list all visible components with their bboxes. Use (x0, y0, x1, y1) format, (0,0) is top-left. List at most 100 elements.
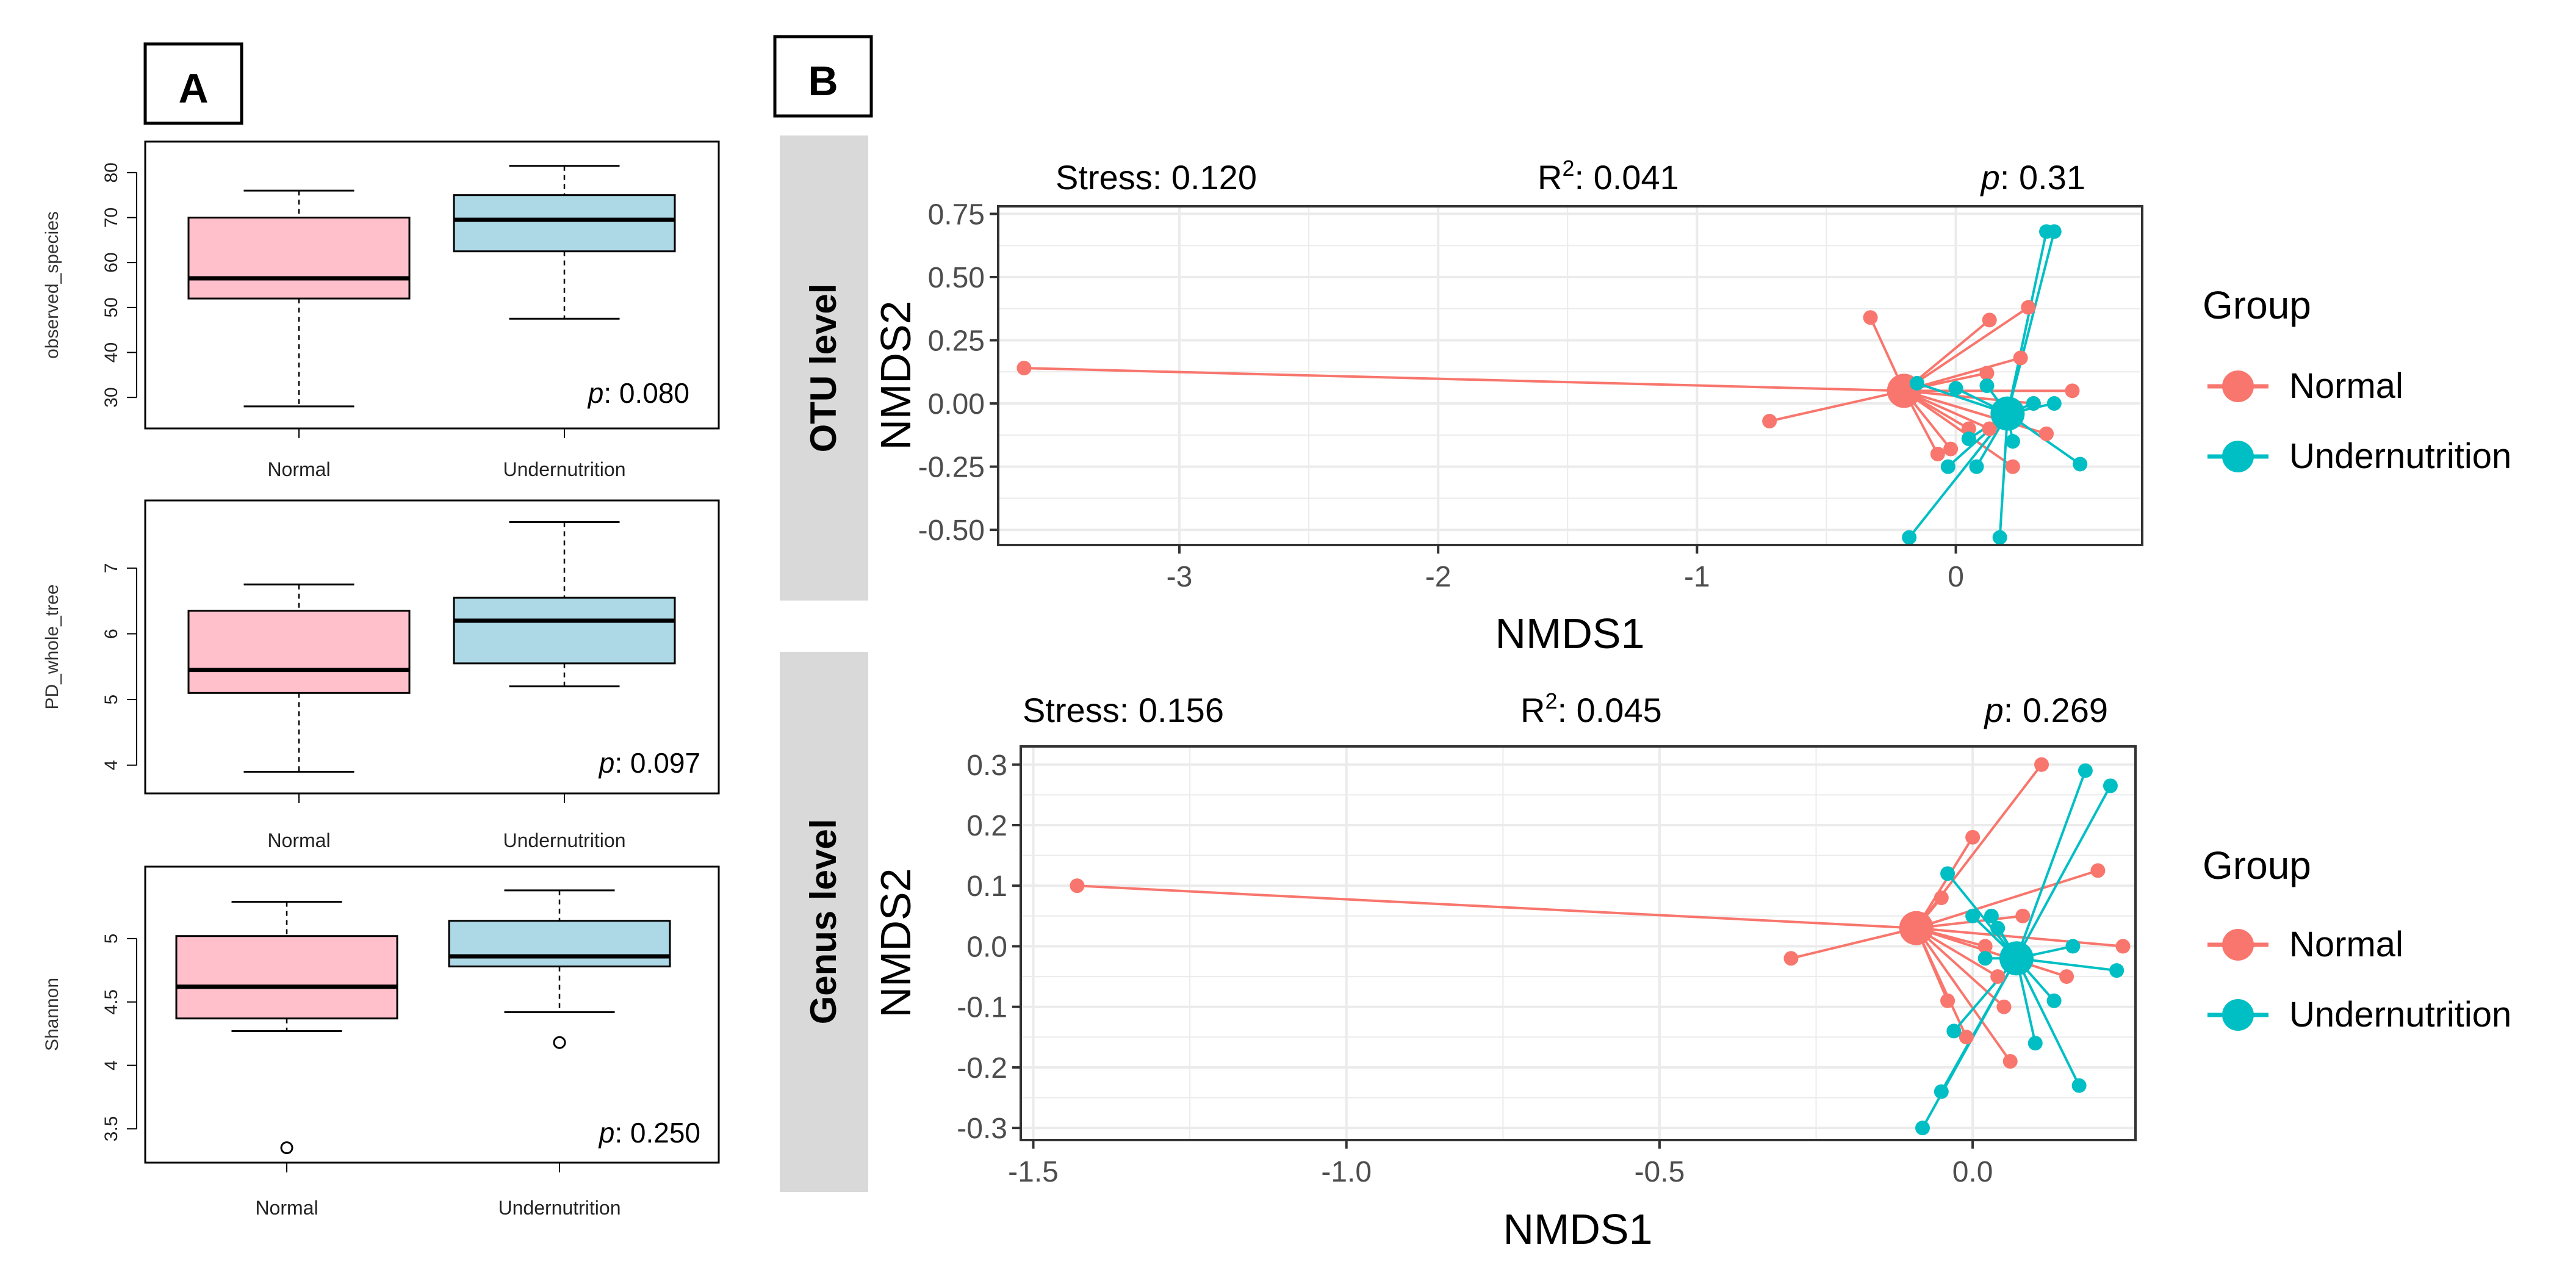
sample-point-normal (2013, 350, 2028, 366)
boxplot-shannon: Shannon Normal Undernutrition p: 0.250 3… (42, 865, 720, 1219)
sample-point-undernutrition (1909, 375, 1924, 391)
sample-point-undernutrition (1948, 381, 1963, 396)
y-tick-label: 0.25 (928, 325, 985, 358)
y-tick-label: -0.50 (918, 514, 985, 547)
spider-line-undernutrition (2006, 231, 2056, 414)
plot-panel (1021, 746, 2135, 1140)
spider-line-normal (1903, 389, 2014, 468)
r2-annotation: R2: 0.041 (1538, 156, 1679, 197)
centroid-undernutrition (1990, 396, 2025, 431)
sample-point-undernutrition (1992, 530, 2007, 545)
p-value: : 0.250 (614, 1117, 700, 1149)
spider-line-normal (1915, 927, 1968, 1038)
legend-label-undernutrition: Undernutrition (2289, 995, 2511, 1034)
y-tick-label: -0.1 (957, 992, 1007, 1024)
plot-border (997, 205, 2143, 546)
sample-point-undernutrition (1965, 908, 1981, 923)
data-marks (1016, 224, 2088, 545)
x-tick-label: 0.0 (1952, 1156, 1993, 1188)
spider-line-undernutrition (2015, 958, 2081, 1086)
box-normal (187, 217, 411, 300)
stress-label: Stress: (1056, 158, 1171, 197)
stress-annotation: Stress: 0.120 (1056, 158, 1257, 197)
box-undernutrition (448, 920, 671, 968)
x-tick-label-normal: Normal (267, 458, 330, 480)
legend: Group Normal Undernutrition (2203, 843, 2511, 1034)
y-axis-title: NMDS2 (872, 300, 919, 450)
legend-key-normal (2222, 929, 2254, 961)
box-normal (187, 610, 411, 694)
sample-point-undernutrition (2065, 939, 2081, 954)
y-tick-label: -0.3 (957, 1113, 1007, 1145)
boxplot-pd-whole-tree: PD_whole_tree Normal Undernutrition p: 0… (42, 499, 720, 851)
p-value-annotation: p: 0.080 (587, 377, 689, 409)
legend: Group Normal Undernutrition (2203, 283, 2511, 476)
boxplot-observed-species: observed_species Normal Undernutrition p… (42, 140, 720, 480)
facet-strip-label: Genus level (803, 819, 844, 1025)
sample-point-undernutrition (1915, 1121, 1930, 1136)
sample-point-normal (1934, 890, 1949, 906)
p-symbol: p (1984, 691, 2004, 729)
p-value-annotation: p: 0.097 (598, 747, 700, 779)
y-tick-label: 0.75 (928, 198, 985, 231)
sample-point-undernutrition (1984, 908, 1999, 923)
y-tick-label: 0.0 (966, 931, 1007, 963)
legend-key-undernutrition (2222, 999, 2254, 1031)
y-tick-label: 0.2 (966, 810, 1007, 842)
legend-key-undernutrition (2222, 441, 2254, 472)
axis-ticks: -1.5 -1.0 -0.5 0.0 -0.3 -0.2 -0.1 0.0 0.1 0.2 0.3 (957, 749, 1993, 1188)
facet-strip-label: OTU level (803, 284, 844, 453)
sample-point-undernutrition (2046, 993, 2062, 1008)
legend-label-normal: Normal (2289, 925, 2403, 964)
spider-line-undernutrition (1946, 873, 2018, 959)
r2-label: R (1520, 691, 1545, 729)
sample-point-undernutrition (1990, 920, 2006, 936)
y-tick-label: 3.5 (101, 1116, 121, 1142)
y-tick-label: 60 (101, 252, 121, 272)
sample-point-normal (1965, 829, 1981, 845)
x-tick-label: -1.0 (1321, 1156, 1372, 1188)
outlier-point (553, 1036, 566, 1049)
sample-point-normal (1996, 999, 2012, 1014)
sample-point-normal (1982, 421, 1997, 436)
sample-point-normal (2090, 863, 2106, 878)
facet-strip (780, 135, 868, 601)
sample-point-undernutrition (1902, 530, 1917, 545)
plot-border (1020, 745, 2137, 1141)
sample-point-normal (1070, 878, 1085, 894)
sample-point-normal (1943, 441, 1959, 457)
sample-point-undernutrition (1977, 951, 1993, 966)
r2-superscript: 2 (1562, 156, 1574, 181)
x-tick-label: 0 (1948, 561, 1964, 593)
y-tick-label: 5 (101, 695, 121, 705)
spider-line-undernutrition (2006, 231, 2048, 414)
r2-annotation: R2: 0.045 (1520, 688, 1662, 729)
grid-lines (1021, 746, 2135, 1140)
sample-point-normal (1982, 312, 1997, 328)
spider-line-normal (1916, 869, 2099, 930)
stress-value: 0.156 (1139, 691, 1224, 729)
legend-title: Group (2203, 283, 2311, 327)
y-axis-title: PD_whole_tree (42, 584, 62, 709)
nmds-otu-level: OTU level -3 -2 -1 0 -0.50 -0.25 0.00 0.25 0.50 0… (780, 135, 2511, 657)
y-tick-label: 30 (101, 387, 121, 407)
sample-point-undernutrition (2103, 778, 2118, 793)
centroid-undernutrition (1999, 941, 2034, 976)
sample-point-undernutrition (2046, 396, 2062, 411)
sample-point-normal (2065, 383, 2080, 399)
y-tick-label: 4 (101, 1060, 121, 1070)
sample-point-normal (2039, 426, 2054, 441)
y-tick-label: 5 (101, 934, 121, 944)
legend-label-normal: Normal (2289, 366, 2403, 406)
sample-point-normal (2034, 757, 2049, 772)
r2-superscript: 2 (1545, 688, 1557, 713)
sample-point-undernutrition (2071, 1078, 2087, 1093)
sample-point-undernutrition (2005, 434, 2020, 449)
p-value-annotation: p: 0.31 (1980, 158, 2085, 197)
sample-point-normal (1783, 951, 1799, 966)
stress-label: Stress: (1023, 691, 1139, 729)
x-tick-label: -1.5 (1008, 1156, 1059, 1188)
p-value: : 0.31 (2000, 158, 2085, 197)
y-tick-label: 80 (101, 162, 121, 182)
sample-point-normal (2002, 1054, 2018, 1069)
